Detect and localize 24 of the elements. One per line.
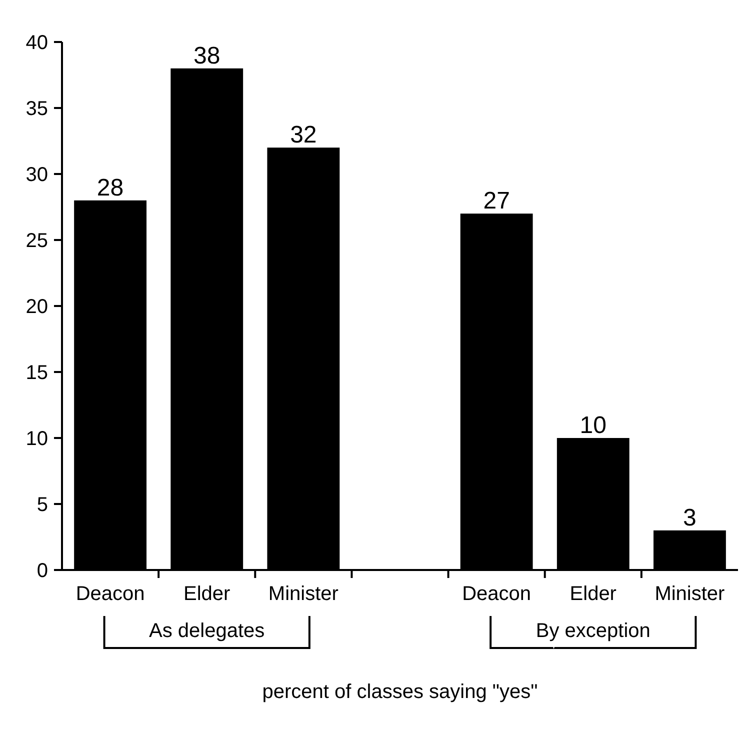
- x-tick-label: Deacon: [76, 583, 145, 605]
- y-tick-label: 5: [36, 494, 48, 516]
- y-tick-label: 35: [26, 98, 48, 120]
- y-tick-label: 15: [26, 362, 48, 384]
- data-label: 10: [580, 412, 606, 439]
- data-label: 38: [194, 42, 220, 70]
- text: By exception: [536, 620, 650, 642]
- x-tick-label: Minister: [654, 583, 726, 605]
- y-tick-label: 25: [26, 230, 48, 252]
- y-tick-label: 30: [26, 164, 48, 186]
- y-tick-label: 0: [36, 560, 48, 582]
- x-axis-title: percent of classes saying "yes": [262, 681, 538, 703]
- data-label: 28: [96, 174, 124, 202]
- x-tick-label: Elder: [184, 583, 231, 605]
- data-label: 27: [483, 188, 510, 215]
- data-label: 3: [683, 504, 696, 532]
- text: As delegates: [149, 620, 265, 642]
- data-label: 32: [290, 122, 317, 149]
- x-tick-label: Elder: [570, 583, 617, 605]
- y-tick-label: 40: [26, 32, 48, 54]
- y-tick-label: 10: [26, 428, 48, 450]
- x-tick-label: Deacon: [462, 583, 532, 605]
- y-tick-label: 20: [26, 296, 48, 318]
- x-tick-label: Minister: [268, 583, 339, 605]
